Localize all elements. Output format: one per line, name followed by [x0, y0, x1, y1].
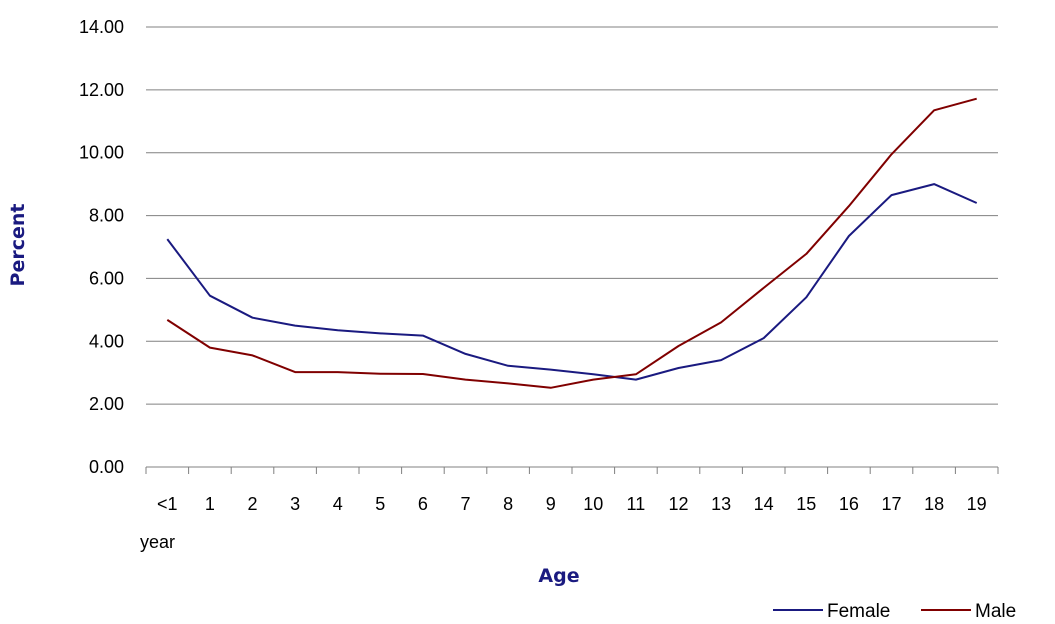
series-male	[166, 97, 977, 389]
x-tick-label: 18	[924, 494, 944, 514]
x-tick-label: 4	[333, 494, 343, 514]
legend-label-male: Male	[975, 601, 1016, 622]
x-tick-label: 8	[503, 494, 513, 514]
x-tick-label: 1	[205, 494, 215, 514]
x-tick-label: 10	[583, 494, 603, 514]
y-axis-ticks: 0.00 2.00 4.00 6.00 8.00 10.00 12.00 14.00	[79, 17, 124, 477]
x-tick-label: 5	[375, 494, 385, 514]
x-tick-label: 16	[839, 494, 859, 514]
x-tick-label: 15	[796, 494, 816, 514]
y-tick-label: 0.00	[89, 457, 124, 477]
series-layer	[166, 97, 978, 389]
series-female	[166, 183, 978, 381]
legend: Female Male	[773, 601, 1016, 622]
y-tick-label: 8.00	[89, 206, 124, 226]
y-tick-label: 2.00	[89, 394, 124, 414]
legend-label-female: Female	[827, 601, 890, 622]
x-tick-label: 9	[546, 494, 556, 514]
y-tick-label: 14.00	[79, 17, 124, 37]
gridlines	[146, 26, 998, 405]
y-tick-label: 10.00	[79, 143, 124, 163]
x-tick-label: 13	[711, 494, 731, 514]
x-tick-label: 19	[967, 494, 987, 514]
x-tick-label: 6	[418, 494, 428, 514]
x-tick-label: 3	[290, 494, 300, 514]
series-line-female	[166, 183, 978, 381]
series-line-male	[166, 97, 977, 389]
y-tick-label: 4.00	[89, 331, 124, 351]
x-tick-label: 7	[460, 494, 470, 514]
x-tick-label: 2	[247, 494, 257, 514]
y-tick-label: 12.00	[79, 80, 124, 100]
y-axis-title: Percent	[7, 204, 29, 287]
x-tick-label: 17	[881, 494, 901, 514]
x-tick-label: <1 year	[140, 494, 178, 552]
x-axis-title: Age	[538, 565, 579, 587]
x-tick-label: 11	[627, 494, 646, 514]
y-tick-label: 6.00	[89, 268, 124, 288]
x-tick-label: 14	[754, 494, 774, 514]
x-tick-label: 12	[668, 494, 688, 514]
